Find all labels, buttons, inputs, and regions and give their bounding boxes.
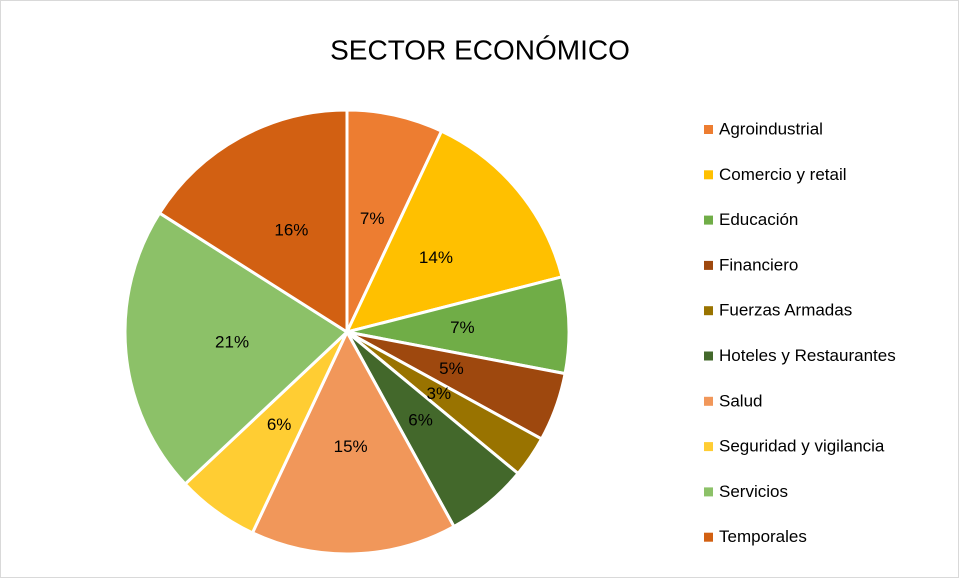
- data-label: 7%: [360, 209, 385, 228]
- data-label: 15%: [334, 437, 368, 456]
- legend-label: Comercio y retail: [719, 165, 847, 184]
- legend-swatch: [704, 306, 713, 316]
- legend-swatch: [704, 260, 713, 270]
- legend-label: Fuerzas Armadas: [719, 301, 852, 320]
- legend-label: Seguridad y vigilancia: [719, 437, 885, 456]
- chart-title: SECTOR ECONÓMICO: [330, 34, 630, 65]
- data-label: 21%: [215, 332, 249, 351]
- pie-slice: [250, 328, 456, 556]
- legend-label: Temporales: [719, 527, 807, 546]
- legend-swatch: [704, 125, 713, 134]
- pie-slice: [157, 108, 349, 335]
- legend-swatch: [704, 532, 713, 542]
- data-label: 14%: [419, 248, 453, 267]
- pie-slice: [123, 210, 350, 487]
- data-label: 7%: [450, 318, 475, 337]
- legend-label: Servicios: [719, 482, 788, 501]
- data-label: 3%: [427, 384, 452, 403]
- data-label: 5%: [439, 359, 464, 378]
- legend-swatch: [704, 215, 713, 225]
- data-label: 6%: [267, 415, 292, 434]
- legend-swatch: [704, 442, 713, 452]
- data-label: 16%: [274, 220, 308, 239]
- legend-label: Hoteles y Restaurantes: [719, 346, 896, 365]
- legend-swatch: [704, 351, 713, 361]
- legend-label: Salud: [719, 391, 762, 410]
- legend-label: Educación: [719, 210, 798, 229]
- legend-label: Financiero: [719, 255, 798, 274]
- legend-label: Agroindustrial: [719, 119, 823, 138]
- legend-swatch: [704, 396, 713, 406]
- legend-swatch: [704, 170, 713, 180]
- legend-swatch: [704, 487, 713, 497]
- data-label: 6%: [408, 410, 433, 429]
- pie-slice: [344, 129, 564, 335]
